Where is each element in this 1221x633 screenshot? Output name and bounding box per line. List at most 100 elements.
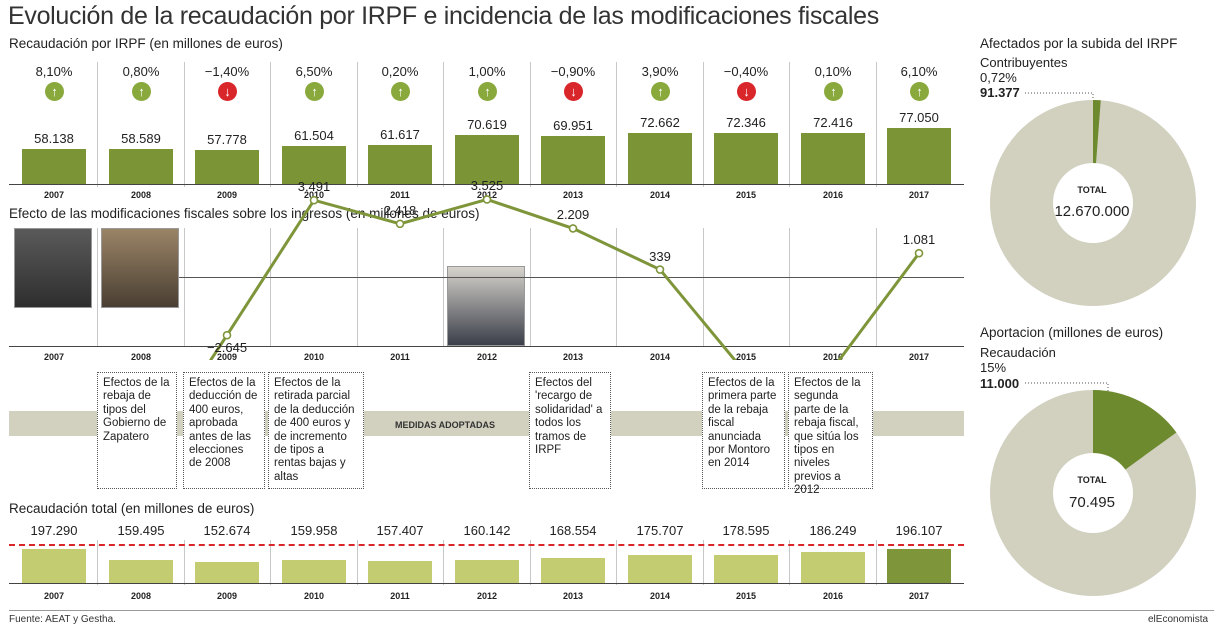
column-separator bbox=[876, 228, 877, 346]
total-bar bbox=[22, 549, 86, 583]
medida-note: Efectos del 'recargo de solidaridad' a t… bbox=[529, 372, 611, 489]
column-separator bbox=[703, 540, 704, 585]
total-value-label: 175.707 bbox=[636, 523, 684, 538]
total-bar bbox=[195, 562, 259, 583]
effects-value-label: 1.081 bbox=[902, 232, 936, 248]
footer-rule bbox=[9, 610, 1214, 611]
reference-line bbox=[9, 544, 964, 546]
column-separator bbox=[616, 62, 617, 187]
change-label: 6,50% bbox=[295, 64, 333, 79]
column-separator bbox=[703, 228, 704, 346]
year-label: 2016 bbox=[822, 352, 844, 362]
column-separator bbox=[184, 62, 185, 187]
irpf-bar bbox=[195, 150, 259, 184]
irpf-bar bbox=[22, 149, 86, 184]
change-label: 0,10% bbox=[814, 64, 852, 79]
bar-value-label: 69.951 bbox=[553, 118, 593, 133]
total-bar bbox=[455, 560, 519, 583]
bar-value-label: 57.778 bbox=[207, 132, 247, 147]
column-separator bbox=[270, 228, 271, 346]
total-section-title: Recaudación total (en millones de euros) bbox=[9, 501, 255, 516]
column-separator bbox=[270, 540, 271, 585]
column-separator bbox=[530, 540, 531, 585]
irpf-bar bbox=[541, 136, 605, 184]
effects-point bbox=[222, 330, 232, 340]
year-label: 2007 bbox=[43, 190, 65, 200]
year-label: 2011 bbox=[390, 591, 410, 601]
donut1-total-label: TOTAL bbox=[1077, 185, 1107, 195]
change-label: −1,40% bbox=[204, 64, 250, 79]
baseline bbox=[9, 184, 964, 185]
column-separator bbox=[443, 62, 444, 187]
medida-note: Efectos de la primera parte de la rebaja… bbox=[702, 372, 785, 489]
donut-hole bbox=[1053, 163, 1133, 243]
column-separator bbox=[616, 540, 617, 585]
donut2-total-label: TOTAL bbox=[1077, 475, 1107, 485]
effects-point bbox=[655, 265, 665, 274]
year-label: 2009 bbox=[216, 591, 238, 601]
change-label: 0,80% bbox=[122, 64, 160, 79]
total-bar bbox=[541, 558, 605, 583]
year-label: 2013 bbox=[562, 190, 584, 200]
arrow-down-icon: ↓ bbox=[218, 82, 237, 101]
arrow-up-icon: ↑ bbox=[651, 82, 670, 101]
bar-value-label: 58.138 bbox=[34, 131, 74, 146]
arrow-up-icon: ↑ bbox=[305, 82, 324, 101]
total-value-label: 186.249 bbox=[809, 523, 857, 538]
column-separator bbox=[530, 228, 531, 346]
arrow-up-icon: ↑ bbox=[391, 82, 410, 101]
bar-value-label: 77.050 bbox=[899, 110, 939, 125]
donut2-title: Aportacion (millones de euros) bbox=[980, 325, 1164, 340]
year-label: 2011 bbox=[390, 190, 410, 200]
donut1-title: Afectados por la subida del IRPF bbox=[980, 36, 1178, 51]
effects-point bbox=[309, 195, 319, 205]
total-value-label: 196.107 bbox=[895, 523, 943, 538]
arrow-up-icon: ↑ bbox=[824, 82, 843, 101]
donut1-value: 91.377 bbox=[980, 85, 1020, 100]
total-value-label: 159.495 bbox=[117, 523, 165, 538]
column-separator bbox=[357, 540, 358, 585]
arrow-down-icon: ↓ bbox=[564, 82, 583, 101]
total-bar bbox=[887, 549, 951, 583]
year-label: 2014 bbox=[649, 352, 671, 362]
year-label: 2013 bbox=[562, 591, 584, 601]
medida-note: Efectos de la retirada parcial de la ded… bbox=[268, 372, 364, 489]
year-label: 2010 bbox=[303, 591, 325, 601]
year-label: 2017 bbox=[908, 190, 930, 200]
change-label: −0,90% bbox=[550, 64, 596, 79]
total-bar bbox=[628, 555, 692, 583]
donut2-svg bbox=[990, 382, 1196, 596]
year-label: 2012 bbox=[476, 190, 498, 200]
total-value-label: 152.674 bbox=[203, 523, 251, 538]
irpf-bar bbox=[109, 149, 173, 184]
donut-hole bbox=[1053, 453, 1133, 533]
arrow-up-icon: ↑ bbox=[45, 82, 64, 101]
year-label: 2015 bbox=[735, 352, 757, 362]
irpf-bar bbox=[455, 135, 519, 184]
total-bar bbox=[368, 561, 432, 583]
irpf-bar bbox=[368, 145, 432, 184]
year-label: 2008 bbox=[130, 352, 152, 362]
total-value-label: 178.595 bbox=[722, 523, 770, 538]
year-label: 2017 bbox=[908, 352, 930, 362]
donut1-svg bbox=[990, 92, 1196, 306]
year-label: 2017 bbox=[908, 591, 930, 601]
medida-note: Efectos de la rebaja de tipos del Gobier… bbox=[97, 372, 177, 489]
medida-note: Efectos de la deducción de 400 euros, ap… bbox=[183, 372, 265, 489]
effects-section-title: Efecto de las modificaciones fiscales so… bbox=[9, 206, 480, 221]
portrait-photo-1 bbox=[14, 228, 92, 308]
change-label: 3,90% bbox=[641, 64, 679, 79]
bar-value-label: 70.619 bbox=[467, 117, 507, 132]
portrait-photo-3 bbox=[447, 266, 525, 346]
donut2-pct: 15% bbox=[980, 360, 1007, 375]
donut1-pct: 0,72% bbox=[980, 70, 1017, 85]
page-title: Evolución de la recaudación por IRPF e i… bbox=[8, 2, 879, 30]
effects-value-label: 2.418 bbox=[383, 202, 417, 218]
total-value-label: 197.290 bbox=[30, 523, 78, 538]
effects-series-line bbox=[208, 197, 921, 360]
year-label: 2007 bbox=[43, 591, 65, 601]
column-separator bbox=[357, 228, 358, 346]
bar-value-label: 61.504 bbox=[294, 128, 334, 143]
total-bar bbox=[801, 552, 865, 583]
year-label: 2013 bbox=[562, 352, 584, 362]
